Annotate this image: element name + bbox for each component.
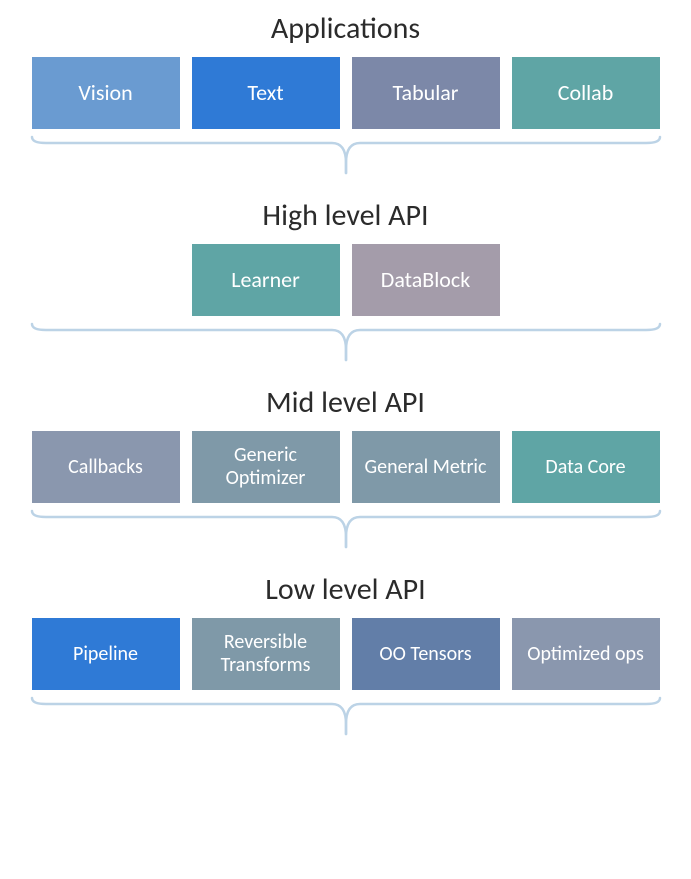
module-box: OO Tensors [352, 618, 500, 690]
box-row: CallbacksGeneric OptimizerGeneral Metric… [20, 431, 671, 503]
module-box: Data Core [512, 431, 660, 503]
brace-connector [20, 509, 671, 551]
box-row: VisionTextTabularCollab [20, 57, 671, 129]
curly-brace-icon [26, 322, 666, 364]
module-box: Generic Optimizer [192, 431, 340, 503]
layer-section: Applications VisionTextTabularCollab [20, 10, 671, 177]
module-box: Optimized ops [512, 618, 660, 690]
brace-connector [20, 322, 671, 364]
layer-title: Mid level API [20, 384, 671, 421]
box-row: PipelineReversible TransformsOO TensorsO… [20, 618, 671, 690]
module-box: Collab [512, 57, 660, 129]
box-row: LearnerDataBlock [20, 244, 671, 316]
brace-connector [20, 696, 671, 738]
layer-section: High level API LearnerDataBlock [20, 197, 671, 364]
module-box: Learner [192, 244, 340, 316]
curly-brace-icon [26, 135, 666, 177]
brace-connector [20, 135, 671, 177]
module-box: Tabular [352, 57, 500, 129]
curly-brace-icon [26, 696, 666, 738]
architecture-diagram: Applications VisionTextTabularCollab High… [20, 10, 671, 738]
curly-brace-icon [26, 509, 666, 551]
module-box: Callbacks [32, 431, 180, 503]
module-box: DataBlock [352, 244, 500, 316]
module-box: General Metric [352, 431, 500, 503]
module-box: Reversible Transforms [192, 618, 340, 690]
layer-title: Applications [20, 10, 671, 47]
module-box: Text [192, 57, 340, 129]
layer-section: Mid level API CallbacksGeneric OptimizerG… [20, 384, 671, 551]
module-box: Pipeline [32, 618, 180, 690]
module-box: Vision [32, 57, 180, 129]
layer-title: High level API [20, 197, 671, 234]
layer-section: Low level API PipelineReversible Transfor… [20, 571, 671, 738]
layer-title: Low level API [20, 571, 671, 608]
